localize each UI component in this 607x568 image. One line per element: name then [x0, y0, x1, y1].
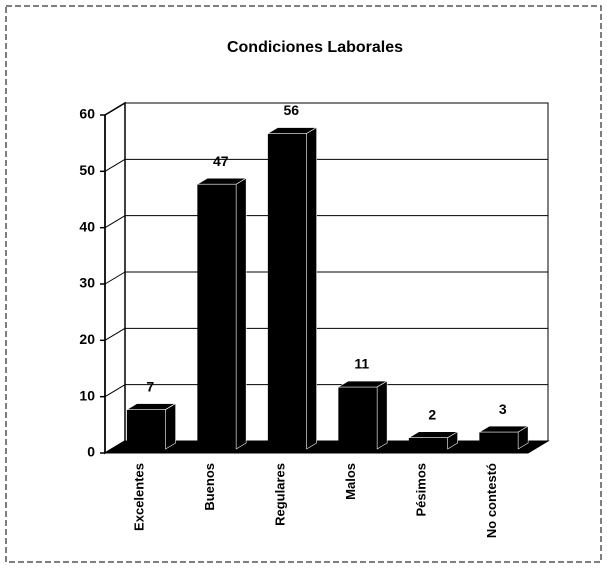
- y-tick-label: 50: [79, 162, 95, 178]
- y-tick-label: 10: [79, 387, 95, 403]
- data-label: 3: [499, 401, 507, 417]
- grid-line: [104, 271, 126, 285]
- data-label: 56: [283, 102, 299, 118]
- bar-side: [306, 127, 317, 450]
- x-tick-label: No contestó: [484, 463, 499, 538]
- grid-line: [104, 327, 126, 341]
- y-tick-label: 40: [79, 218, 95, 234]
- bar: [267, 133, 307, 450]
- x-tick-label: Excelentes: [132, 463, 147, 531]
- bar-side: [235, 177, 247, 450]
- data-label: 7: [146, 378, 154, 394]
- bar: [408, 437, 448, 449]
- chart-frame: [5, 5, 602, 563]
- x-tick-label: Pésimos: [414, 463, 429, 516]
- grid-line: [104, 440, 126, 454]
- bar-side: [447, 431, 458, 450]
- y-tick-label: 0: [87, 444, 95, 460]
- bar-side: [165, 403, 176, 450]
- data-label: 47: [213, 153, 229, 169]
- data-label: 11: [354, 356, 369, 372]
- grid-line: [104, 102, 126, 116]
- bar: [197, 184, 237, 449]
- y-tick-label: 30: [79, 275, 95, 291]
- x-tick-label: Malos: [343, 463, 358, 500]
- grid-line: [104, 215, 126, 229]
- y-tick-label: 60: [79, 106, 95, 122]
- chart-title: Condiciones Laborales: [227, 39, 403, 56]
- grid-line: [104, 158, 126, 172]
- bar-side: [517, 425, 529, 450]
- bar: [126, 409, 166, 449]
- x-tick-label: Buenos: [202, 463, 217, 511]
- bar: [338, 387, 378, 449]
- x-tick-label: Regulares: [273, 463, 288, 526]
- data-label: 2: [428, 406, 436, 422]
- bar: [479, 432, 519, 449]
- bar-side: [376, 380, 388, 450]
- grid-line: [104, 384, 126, 398]
- y-tick-label: 20: [79, 331, 95, 347]
